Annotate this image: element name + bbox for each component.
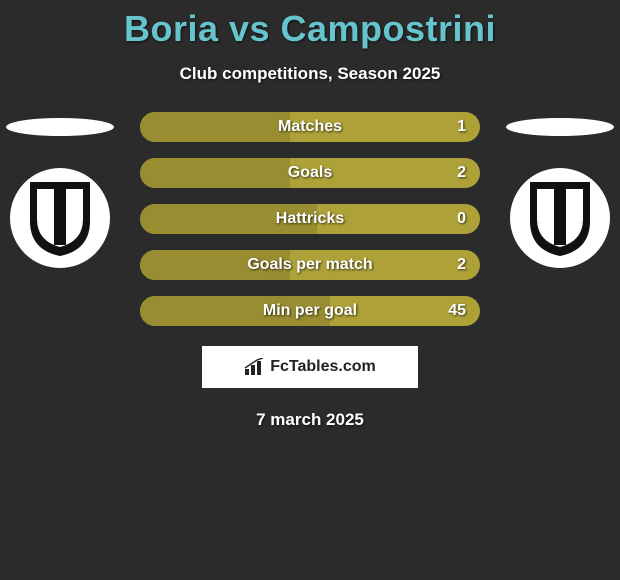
brand-box: FcTables.com [202,346,418,388]
player-right-pill [506,118,614,136]
page-title: Boria vs Campostrini [0,0,620,50]
club-badge-right: C.A. ALL BOYS [510,168,610,268]
player-left-column: C.A. ALL BOYS [6,112,114,268]
player-right-column: C.A. ALL BOYS [506,112,614,268]
player-left-pill [6,118,114,136]
stat-row: Goals 2 [140,158,480,188]
date-text: 7 march 2025 [0,410,620,430]
stat-row: Goals per match 2 [140,250,480,280]
stat-row: Min per goal 45 [140,296,480,326]
stat-row: Hattricks 0 [140,204,480,234]
bars-icon [244,358,266,376]
stat-label: Hattricks [276,210,344,228]
stat-fill [140,158,290,188]
shield-icon: C.A. ALL BOYS [25,179,95,257]
stat-label: Matches [278,118,342,136]
stat-value-right: 45 [448,302,466,320]
club-badge-left: C.A. ALL BOYS [10,168,110,268]
stat-value-right: 0 [457,210,466,228]
shield-icon: C.A. ALL BOYS [525,179,595,257]
subtitle: Club competitions, Season 2025 [0,64,620,84]
stat-value-right: 2 [457,256,466,274]
club-right-text: C.A. ALL BOYS [541,184,579,190]
stat-value-right: 2 [457,164,466,182]
stat-label: Goals per match [247,256,372,274]
stat-row: Matches 1 [140,112,480,142]
stat-label: Min per goal [263,302,357,320]
stats-list: Matches 1 Goals 2 Hattricks 0 Goals per match 2… [140,112,480,326]
stat-label: Goals [288,164,332,182]
stat-fill [140,112,290,142]
stat-value-right: 1 [457,118,466,136]
brand-text: FcTables.com [270,358,376,376]
club-left-text: C.A. ALL BOYS [41,184,79,190]
comparison-panel: C.A. ALL BOYS C.A. ALL BOYS Matches 1 Goal… [0,112,620,430]
